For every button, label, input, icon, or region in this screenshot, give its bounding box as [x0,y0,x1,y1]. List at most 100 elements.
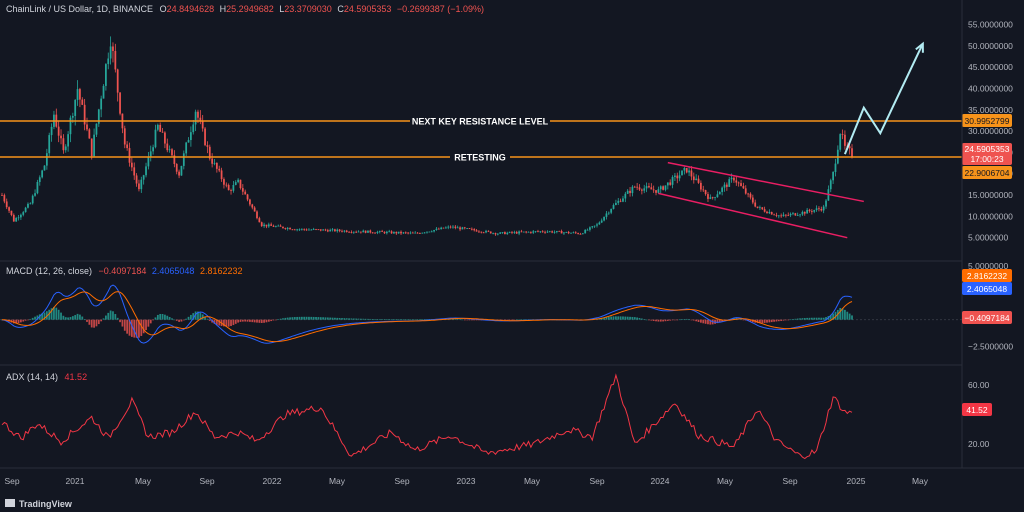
macd-histogram-bar [787,319,790,321]
candle-body [449,226,452,228]
candle-body [525,231,528,233]
macd-histogram-bar [666,319,669,321]
macd-histogram-bar [315,317,317,320]
macd-histogram-bar [664,319,667,322]
macd-histogram-bar [700,319,702,323]
candle-body [572,232,575,234]
macd-histogram-bar [147,319,150,327]
candle-body [600,220,603,223]
macd-line-badge [962,282,1012,295]
macd-line-badge-text: 2.4065048 [967,284,1007,294]
candle-body [142,175,145,180]
macd-histogram-bar [374,319,376,320]
candle-body [629,190,631,194]
candle-body [133,167,136,176]
candle-body [69,117,72,135]
macd-signal-badge-text: 2.8162232 [967,271,1007,281]
candle-body [478,231,480,233]
candle-body [64,146,67,151]
candle-body [393,231,395,234]
candle-body [603,216,605,221]
macd-histogram-bar [140,319,143,336]
macd-histogram-bar [237,319,239,323]
macd-histogram-bar [175,319,178,321]
candle-body [97,109,100,124]
candle-body [79,89,81,100]
macd-histogram-bar [336,317,339,320]
macd-histogram-bar [697,319,700,322]
macd-histogram-bar [197,311,199,320]
macd-histogram-bar [808,317,811,320]
candle-body [371,232,374,234]
candle-body [173,155,176,164]
candle-body [251,204,254,208]
candle-body [341,230,343,232]
macd-tick-label: −2.5000000 [968,341,1013,351]
candle-body [227,185,230,191]
candle-body [773,214,775,216]
macd-histogram-bar [277,319,280,320]
macd-histogram-bar [152,319,154,321]
candle-body [329,229,332,232]
candle-body [180,165,183,176]
macd-histogram-bar [369,318,372,320]
candle-body [258,218,261,223]
candle-body [515,232,518,234]
candle-body [522,231,525,233]
candle-body [357,231,360,233]
candle-body [728,179,731,187]
candle-body [461,227,464,230]
candle-body [806,209,809,214]
macd-histogram-bar [57,309,60,320]
macd-histogram-bar [329,317,332,320]
candle-body [378,231,381,232]
candle-body [456,227,459,229]
macd-histogram-bar [631,316,634,320]
candle-body [799,214,801,216]
macd-histogram-bar [466,319,469,321]
macd-histogram-bar [381,319,384,320]
candle-body [612,205,615,209]
macd-histogram-bar [796,318,799,320]
candle-body [751,197,754,203]
macd-histogram-bar [263,319,265,323]
candle-body [237,179,239,183]
macd-histogram-bar [662,319,664,322]
candle-body [818,208,820,210]
macd-histogram-bar [411,319,414,321]
candle-body [416,232,419,234]
macd-histogram-bar [185,318,188,320]
candle-body [685,168,688,173]
candle-body [100,98,103,110]
adx-tick-label: 60.00 [968,380,990,390]
candle-body [275,226,277,228]
candle-body [678,175,681,179]
candle-body [508,231,511,233]
candle-body [220,170,223,180]
macd-histogram-bar [364,318,367,320]
candle-body [801,211,804,215]
macd-histogram-bar [109,310,112,320]
candle-body [128,148,131,163]
candle-body [204,128,206,146]
candle-body [558,230,561,232]
macd-histogram-bar [348,318,350,320]
macd-histogram-bar [227,319,230,327]
candle-body [622,198,624,202]
candle-body [364,230,367,233]
tradingview-logo[interactable]: TradingView [5,499,73,509]
macd-histogram-bar [64,317,67,320]
candle-body [440,227,443,230]
time-tick-label: Sep [199,476,214,486]
candle-body [607,212,610,214]
candle-body [749,193,752,198]
macd-histogram-bar [36,315,39,320]
candle-body [787,214,790,216]
macd-histogram-bar [48,309,51,320]
candle-body [36,181,39,194]
candle-body [633,186,636,188]
macd-histogram-bar [818,317,820,320]
macd-histogram-bar [461,319,464,321]
price-tick-label: 40.0000000 [968,83,1013,93]
